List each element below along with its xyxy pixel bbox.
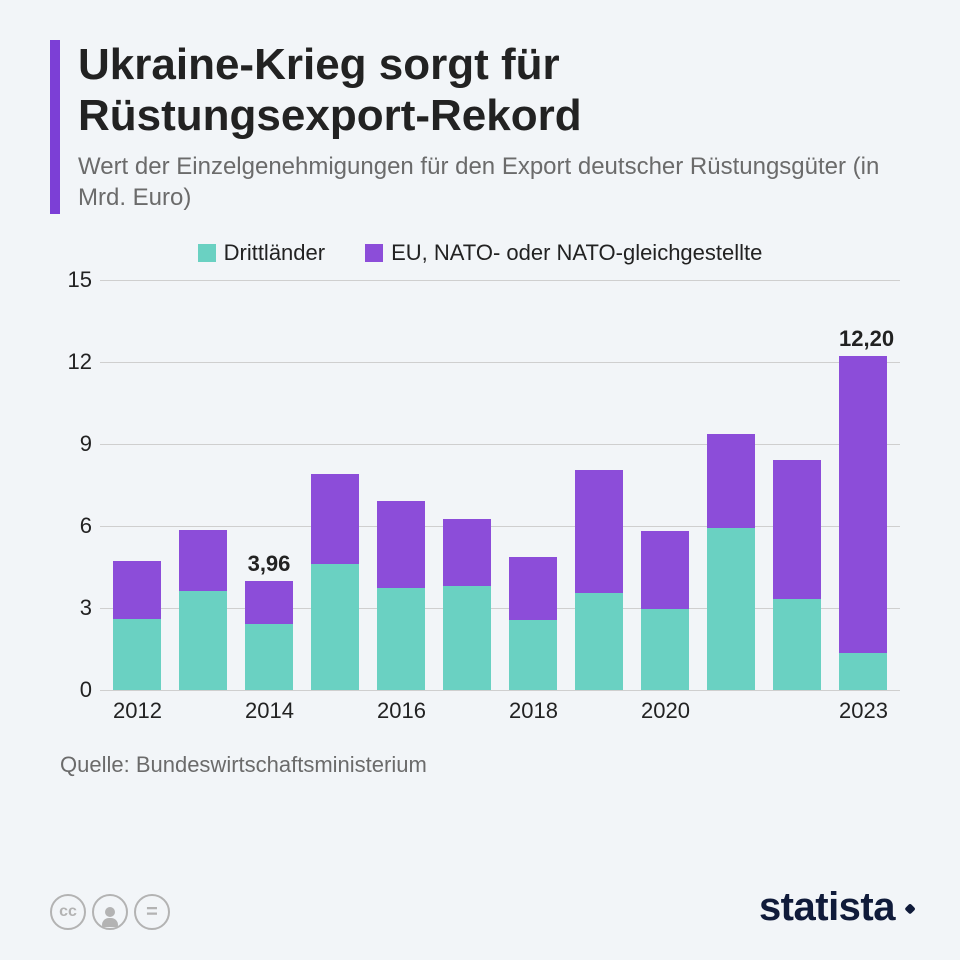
x-tick-label: 2014 <box>245 690 293 730</box>
by-icon <box>92 894 128 930</box>
x-tick-label: 2012 <box>113 690 161 730</box>
y-tick-label: 15 <box>56 267 92 293</box>
bar-segment-top <box>839 356 887 653</box>
bar-column <box>773 460 821 690</box>
bar-column <box>575 470 623 690</box>
bar-segment-top <box>575 470 623 593</box>
bar-column: 3,96 <box>245 581 293 689</box>
bar-segment-top <box>311 474 359 564</box>
bar-segment-bottom <box>443 586 491 690</box>
bar-column <box>509 557 557 690</box>
x-axis: 2012 2014 2016 2018 2020 2023 <box>100 690 900 730</box>
x-tick-label <box>773 690 821 730</box>
chart-subtitle: Wert der Einzelgenehmigungen für den Exp… <box>78 151 910 213</box>
bar-column <box>179 530 227 690</box>
bar-segment-bottom <box>773 599 821 689</box>
y-tick-label: 9 <box>56 431 92 457</box>
data-label: 3,96 <box>245 551 293 577</box>
bar-segment-top <box>179 530 227 592</box>
bar-column <box>443 519 491 690</box>
bar-column <box>311 474 359 690</box>
data-label: 12,20 <box>839 326 887 352</box>
accent-bar <box>50 40 60 214</box>
bar-segment-bottom <box>311 564 359 690</box>
bar-segment-top <box>509 557 557 620</box>
bar-column <box>377 501 425 690</box>
bar-segment-bottom <box>707 528 755 689</box>
bar-segment-top <box>707 434 755 528</box>
bar-segment-bottom <box>839 653 887 690</box>
source-label: Quelle: Bundeswirtschaftsministerium <box>60 752 910 778</box>
legend-label-1: Drittländer <box>224 240 325 266</box>
y-tick-label: 12 <box>56 349 92 375</box>
bar-segment-top <box>377 501 425 588</box>
x-tick-label: 2020 <box>641 690 689 730</box>
x-tick-label: 2023 <box>839 690 887 730</box>
legend-swatch-2 <box>365 244 383 262</box>
legend: Drittländer EU, NATO- oder NATO-gleichge… <box>50 240 910 266</box>
x-tick-label <box>179 690 227 730</box>
bar-segment-top <box>245 581 293 624</box>
bars-container: 3,96 12,20 <box>100 280 900 690</box>
x-tick-label <box>443 690 491 730</box>
y-tick-label: 3 <box>56 595 92 621</box>
x-tick-label <box>575 690 623 730</box>
y-tick-label: 6 <box>56 513 92 539</box>
bar-segment-top <box>113 561 161 618</box>
x-tick-label: 2016 <box>377 690 425 730</box>
chart-title: Ukraine-Krieg sorgt für Rüstungsexport-R… <box>78 40 910 141</box>
chart-area: 036912153,9612,20 2012201420162018202020… <box>100 280 900 730</box>
bar-segment-top <box>773 460 821 599</box>
y-tick-label: 0 <box>56 677 92 703</box>
plot: 036912153,9612,20 <box>100 280 900 690</box>
bar-segment-bottom <box>575 593 623 690</box>
bar-column <box>707 434 755 690</box>
bar-segment-bottom <box>245 624 293 690</box>
legend-item: EU, NATO- oder NATO-gleichgestellte <box>365 240 762 266</box>
bar-segment-bottom <box>641 609 689 690</box>
license-icons: cc = <box>50 894 170 930</box>
bar-segment-bottom <box>377 588 425 689</box>
brand-logo: statista <box>759 885 910 930</box>
bar-column: 12,20 <box>839 356 887 689</box>
bar-segment-bottom <box>113 619 161 690</box>
bar-column <box>113 561 161 689</box>
legend-swatch-1 <box>198 244 216 262</box>
legend-item: Drittländer <box>198 240 325 266</box>
bar-column <box>641 531 689 690</box>
bar-segment-bottom <box>179 591 227 689</box>
bar-segment-top <box>641 531 689 609</box>
x-tick-label <box>707 690 755 730</box>
x-tick-label: 2018 <box>509 690 557 730</box>
x-tick-label <box>311 690 359 730</box>
cc-icon: cc <box>50 894 86 930</box>
bar-segment-bottom <box>509 620 557 690</box>
legend-label-2: EU, NATO- oder NATO-gleichgestellte <box>391 240 762 266</box>
bar-segment-top <box>443 519 491 586</box>
nd-icon: = <box>134 894 170 930</box>
